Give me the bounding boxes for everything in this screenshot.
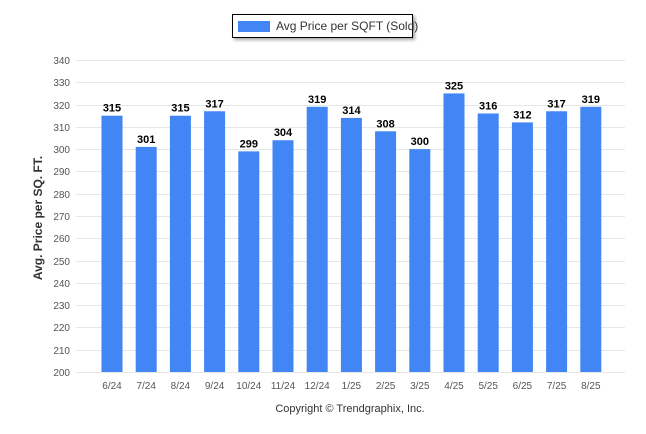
bar bbox=[204, 111, 226, 372]
y-tick-label: 330 bbox=[53, 78, 70, 89]
data-label: 314 bbox=[342, 105, 361, 117]
data-label: 319 bbox=[582, 94, 600, 106]
data-label: 317 bbox=[547, 98, 565, 110]
y-tick-label: 320 bbox=[53, 101, 70, 112]
data-label: 308 bbox=[376, 118, 394, 130]
copyright-text: Copyright © Trendgraphix, Inc. bbox=[275, 403, 424, 415]
bar bbox=[375, 131, 397, 372]
bar bbox=[580, 106, 602, 373]
data-label: 317 bbox=[205, 98, 223, 110]
x-axis-ticks: 6/24 7/24 8/24 9/24 10/24 11/24 12/24 1/25 2/25 3… bbox=[102, 381, 601, 392]
bar bbox=[511, 122, 533, 373]
data-label: 312 bbox=[513, 109, 531, 121]
data-label: 325 bbox=[445, 80, 463, 92]
x-tick-label: 1/25 bbox=[342, 381, 362, 392]
y-tick-label: 240 bbox=[53, 279, 70, 290]
x-tick-label: 2/25 bbox=[376, 381, 396, 392]
x-tick-label: 8/25 bbox=[581, 381, 601, 392]
y-tick-label: 200 bbox=[53, 368, 70, 379]
data-label: 315 bbox=[171, 103, 189, 115]
bar bbox=[169, 115, 191, 372]
data-label: 301 bbox=[137, 134, 155, 146]
data-label: 319 bbox=[308, 94, 326, 106]
bar bbox=[135, 146, 157, 372]
legend-label: Avg Price per SQFT (Sold) bbox=[276, 19, 419, 33]
x-tick-label: 10/24 bbox=[236, 381, 261, 392]
y-tick-label: 290 bbox=[53, 167, 70, 178]
y-axis-title: Avg. Price per SQ. FT. bbox=[31, 156, 45, 280]
legend-swatch bbox=[238, 21, 270, 32]
x-tick-label: 7/24 bbox=[136, 381, 156, 392]
bar bbox=[443, 93, 465, 372]
bar bbox=[340, 117, 362, 372]
legend[interactable]: Avg Price per SQFT (Sold) bbox=[232, 14, 418, 38]
x-tick-label: 6/24 bbox=[102, 381, 122, 392]
data-label: 304 bbox=[274, 127, 293, 139]
data-labels: 315 301 315 317 299 304 319 314 308 300 325 316 312 3… bbox=[103, 80, 600, 150]
x-tick-label: 8/24 bbox=[171, 381, 191, 392]
bar bbox=[101, 115, 123, 372]
y-tick-label: 230 bbox=[53, 301, 70, 312]
x-tick-label: 11/24 bbox=[271, 381, 296, 392]
y-tick-label: 300 bbox=[53, 145, 70, 156]
data-label: 316 bbox=[479, 100, 497, 112]
data-label: 299 bbox=[240, 138, 258, 150]
data-label: 300 bbox=[411, 136, 429, 148]
bar bbox=[238, 151, 260, 372]
y-tick-label: 340 bbox=[53, 56, 70, 67]
y-tick-label: 310 bbox=[53, 123, 70, 134]
y-tick-label: 280 bbox=[53, 190, 70, 201]
x-tick-label: 7/25 bbox=[547, 381, 567, 392]
x-tick-label: 4/25 bbox=[444, 381, 464, 392]
bar bbox=[409, 149, 431, 372]
y-tick-label: 270 bbox=[53, 212, 70, 223]
y-tick-label: 260 bbox=[53, 234, 70, 245]
data-label: 315 bbox=[103, 103, 121, 115]
bar bbox=[546, 111, 568, 372]
bar bbox=[272, 140, 294, 372]
bar bbox=[306, 106, 328, 373]
x-tick-label: 5/25 bbox=[478, 381, 498, 392]
x-tick-label: 9/24 bbox=[205, 381, 225, 392]
x-tick-label: 3/25 bbox=[410, 381, 430, 392]
y-tick-label: 250 bbox=[53, 257, 70, 268]
x-tick-label: 12/24 bbox=[305, 381, 330, 392]
bars bbox=[101, 93, 602, 373]
y-axis-ticks: 200 210 220 230 240 250 260 270 280 290 300 310 320 3… bbox=[53, 56, 70, 379]
y-tick-label: 220 bbox=[53, 323, 70, 334]
y-tick-label: 210 bbox=[53, 346, 70, 357]
bar bbox=[477, 113, 499, 372]
x-tick-label: 6/25 bbox=[513, 381, 533, 392]
